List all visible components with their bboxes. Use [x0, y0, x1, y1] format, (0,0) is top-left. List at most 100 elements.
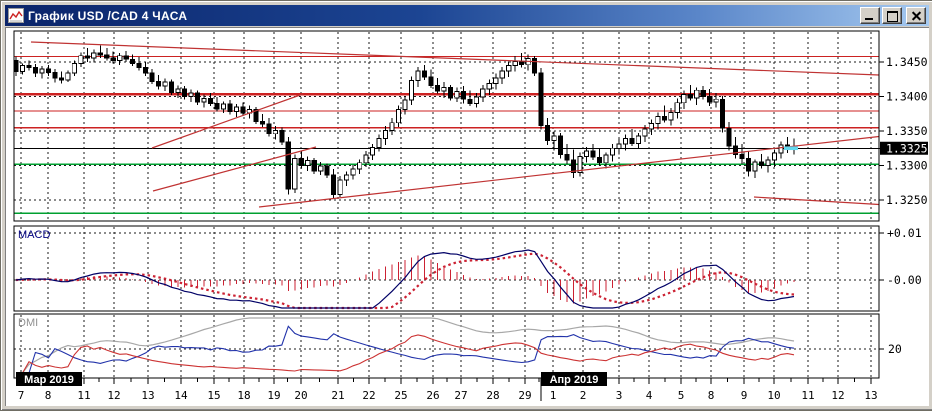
candlestick	[162, 81, 168, 87]
candlestick	[376, 138, 382, 149]
price-chart-canvas[interactable]: 1.3450 1.3400 1.3350 1.3325 1.3300 1.3250 +0.0…	[6, 28, 928, 406]
candlestick	[726, 127, 732, 147]
chart-client-area[interactable]: 1.3450 1.3400 1.3350 1.3325 1.3300 1.3250 +0.0…	[5, 27, 929, 406]
candlestick	[642, 128, 648, 137]
candlestick	[117, 55, 123, 62]
candlestick	[91, 52, 97, 59]
candlestick	[681, 93, 687, 104]
candlestick	[279, 129, 285, 143]
candlestick	[272, 129, 278, 135]
date-axis-label: 7	[18, 389, 25, 402]
candlestick	[84, 55, 90, 59]
date-axis-label: 8	[45, 389, 52, 402]
candlestick	[78, 55, 84, 64]
candlestick	[428, 76, 434, 86]
candlestick	[590, 150, 596, 158]
candlestick	[480, 88, 486, 98]
candlestick	[318, 165, 324, 172]
candlestick	[674, 102, 680, 113]
date-axis-label: 29	[518, 389, 531, 402]
candlestick	[733, 145, 739, 155]
macd-signal-line	[15, 252, 795, 310]
candlestick	[499, 70, 505, 79]
candlestick	[71, 62, 77, 74]
candlestick	[292, 158, 298, 190]
candlestick	[311, 160, 317, 172]
date-axis-label: 8	[708, 389, 715, 402]
candlestick	[415, 70, 421, 82]
price-axis-label: 1.3400	[886, 90, 928, 104]
candlestick	[596, 156, 603, 164]
candlestick	[668, 111, 674, 121]
date-axis-label: 21	[331, 389, 344, 402]
macd-panel-title: MACD	[18, 229, 50, 241]
candlestick	[253, 109, 259, 122]
ascending-medium-line	[152, 146, 317, 192]
date-axis-label: 13	[141, 389, 154, 402]
candlestick	[707, 96, 713, 103]
candlestick	[298, 158, 304, 166]
highlighted-price-box	[880, 141, 928, 155]
candlestick	[694, 89, 700, 99]
price-axis-label: 1.3450	[886, 55, 928, 69]
candlestick	[564, 154, 570, 161]
main-panel-border	[13, 30, 880, 222]
month-label: Апр 2019	[550, 374, 599, 386]
candlestick	[467, 98, 473, 104]
candlestick	[577, 156, 583, 173]
macd-main-line	[15, 249, 795, 309]
date-axis-label: 15	[207, 389, 220, 402]
candlestick	[13, 60, 19, 73]
candlestick	[382, 129, 389, 140]
date-axis-label: 12	[831, 389, 844, 402]
date-axis-label: 11	[801, 389, 814, 402]
ascending-support-line	[258, 135, 880, 208]
macd-panel-border	[13, 225, 880, 312]
candlestick	[506, 64, 512, 72]
candlestick	[389, 122, 395, 131]
candlestick	[512, 60, 518, 66]
candlestick	[421, 70, 427, 78]
titlebar[interactable]: График USD /CAD 4 ЧАСА	[5, 5, 929, 26]
candlestick	[434, 85, 440, 92]
candlestick	[370, 147, 376, 156]
candlestick	[214, 102, 220, 110]
candlestick	[720, 98, 726, 129]
candlestick	[759, 161, 765, 166]
macd-axis-label: -0.00	[887, 273, 922, 287]
candlestick	[45, 68, 51, 73]
main-panel-bg	[14, 31, 879, 221]
candlestick	[240, 106, 246, 114]
candlestick	[32, 67, 38, 74]
candlestick	[545, 125, 551, 142]
candlestick	[746, 158, 752, 172]
close-button[interactable]	[906, 7, 926, 24]
maximize-button[interactable]	[882, 7, 902, 24]
macd-panel-bg	[14, 226, 879, 311]
candlestick	[771, 152, 778, 161]
date-axis-label: 4	[646, 389, 653, 402]
candlestick	[655, 116, 661, 124]
date-axis-label: 28	[486, 389, 499, 402]
date-axis-label: 11	[77, 389, 90, 402]
date-axis-label: 14	[174, 389, 188, 402]
candlestick	[583, 150, 590, 157]
candlestick	[350, 168, 356, 176]
candlestick	[493, 77, 499, 84]
minimize-button[interactable]	[860, 7, 880, 24]
date-axis-label: 26	[426, 389, 439, 402]
price-axis-label: 1.3300	[886, 159, 928, 173]
candlestick	[532, 58, 538, 74]
candlestick	[182, 88, 188, 97]
candlestick	[739, 154, 745, 160]
date-axis-label: 25	[394, 389, 407, 402]
window-controls	[860, 7, 926, 24]
candlestick	[648, 122, 654, 130]
candlestick	[97, 52, 103, 56]
candlestick	[175, 88, 181, 93]
candlestick	[143, 67, 149, 74]
candlestick	[344, 174, 350, 181]
month-label-box	[541, 372, 607, 386]
candlestick	[538, 72, 544, 126]
candlestick	[188, 92, 194, 97]
